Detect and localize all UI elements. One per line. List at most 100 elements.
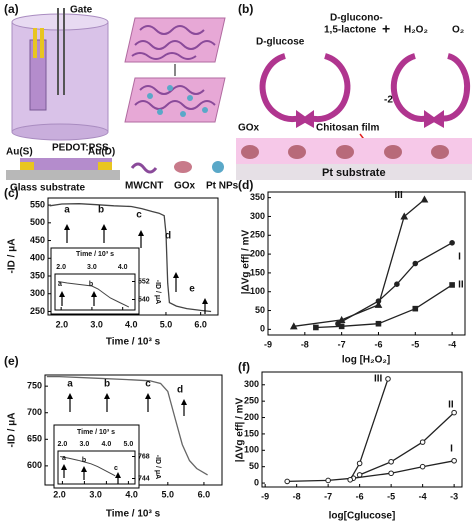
product: D-glucono- [330,13,383,24]
marker [375,320,382,327]
arrowhead [101,224,107,230]
glass [6,170,120,180]
panel-label: (b) [238,2,253,16]
pedot-label: PEDOT:PSS [52,143,109,154]
y-tick-label: 552 [138,278,150,285]
x-axis-label: Time / 10³ s [106,509,161,520]
x-tick-label: 4.0 [125,319,138,329]
x-tick-label: 2.0 [56,319,69,329]
x-tick-label: -6 [356,491,364,501]
mwcnt-icon [130,162,158,174]
series-label: II [458,280,464,291]
arrowhead [145,393,151,399]
y-tick-label: 768 [138,453,150,460]
marker [419,463,426,470]
arrowhead [202,298,208,304]
series-label: I [450,443,453,454]
marker [449,282,455,288]
x-tick-label: -7 [338,339,346,349]
x-axis-label: log[Cglucose] [329,511,396,522]
peroxide: H₂O₂ [404,25,428,36]
y-tick-label: 50 [255,305,265,315]
source-label: Au(S) [6,147,33,158]
marker [313,324,319,331]
inset-frame [50,247,140,315]
legend-label: MWCNT [125,181,163,192]
marker [356,472,363,478]
y-tick-label: 350 [30,270,45,280]
y-tick-label: 100 [244,445,259,455]
series-line [49,203,212,313]
x-tick-label: -9 [261,491,269,501]
series-label: III [394,190,403,201]
panel-label: (c) [4,186,19,200]
arrowhead [91,291,97,297]
plot-frame [54,273,136,311]
panel-label: (d) [238,178,253,192]
arrowhead [138,230,144,236]
y-axis-label: |ΔVg eff| / mV [235,397,246,462]
x-axis-label: log [H₂O₂] [342,355,390,366]
plus: + [382,21,390,37]
annotation: b [98,205,104,216]
x-axis-label: Time / 10³ s [76,251,114,258]
series-line [46,375,208,476]
x-tick-label: 3.0 [87,264,97,271]
x-tick-label: 6.0 [194,319,207,329]
annotation: b [104,379,110,390]
channel [20,158,112,170]
y-tick-label: 250 [250,230,265,240]
y-axis-label: -ID / μA [154,455,161,480]
y-tick-label: 50 [249,461,259,471]
annotation: a [62,455,66,462]
x-tick-label: 5.0 [124,441,134,448]
arrowhead [81,466,87,472]
x-tick-label: -4 [419,491,427,501]
x-tick-label: 4.0 [102,441,112,448]
marker [347,476,353,483]
charts: (c)2.0 3.0 4.0 5.0 6.0250300350400450500550T… [4,178,466,522]
legend-label: Pt NPs [206,181,239,192]
annotation: b [82,457,86,464]
x-axis-label: Time / 10³ s [77,429,115,436]
series-line [287,460,455,483]
x-tick-label: 5.0 [160,319,173,329]
marker [394,281,400,287]
plot-frame [47,197,219,316]
panel-label: (e) [4,354,19,368]
x-tick-label: -3 [450,491,458,501]
y-tick-label: 650 [27,434,42,444]
series-label: II [448,399,454,410]
x-tick-label: -4 [448,339,456,349]
legend-label: GOx [174,181,196,192]
y-axis-label: -ID / μA [7,412,18,447]
electrode [40,28,44,58]
x-tick-label: 3.0 [90,319,103,329]
drain-label: Au(D) [88,147,115,158]
enzyme-label: GOx [238,123,260,134]
marker [337,315,346,323]
y-tick-label: 200 [250,248,265,258]
marker [325,477,331,484]
gate-label: Gate [70,5,93,16]
y-tick-label: 744 [138,475,150,482]
y-tick-label: 500 [30,217,45,227]
y-tick-label: 0 [254,477,259,487]
annotation: a [64,205,70,216]
arrowhead [104,393,110,399]
marker [388,470,394,477]
x-tick-label: 6.0 [198,489,211,499]
marker [388,458,394,465]
marker [338,323,345,330]
x-tick-label: 3.0 [89,489,102,499]
marker [289,322,298,330]
annotation: c [136,210,142,221]
marker [451,457,457,464]
y-axis-label: -ID / μA [7,238,18,273]
nanotubes [131,25,216,60]
arrowhead [64,224,70,230]
series-label: III [374,374,383,385]
panel-label: (f) [238,360,250,374]
x-tick-label: 2.0 [56,264,66,271]
